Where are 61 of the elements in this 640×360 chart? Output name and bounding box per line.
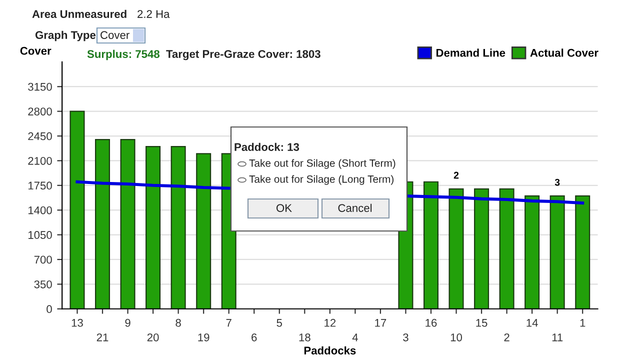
annotation: 3 bbox=[554, 178, 560, 186]
text: Surplus: 7548 bbox=[87, 50, 160, 60]
y-tick-label: 2450 bbox=[28, 132, 52, 140]
x-tick-label: 1 bbox=[580, 319, 586, 327]
x-axis-title: Paddocks bbox=[304, 346, 356, 354]
x-tick-label: 10 bbox=[450, 333, 462, 342]
x-tick-label: 3 bbox=[403, 333, 408, 342]
bar bbox=[499, 188, 514, 309]
text: 2.2 Ha bbox=[138, 10, 170, 18]
y-tick-label: 350 bbox=[34, 280, 52, 288]
y-tick-label: 2100 bbox=[28, 156, 52, 165]
x-tick-label: 9 bbox=[125, 318, 130, 327]
annotation: Paddock: 13 bbox=[234, 142, 300, 151]
y-tick-label: 1050 bbox=[28, 231, 52, 239]
text: Area Unmeasured bbox=[32, 10, 126, 18]
y-tick-label: 700 bbox=[34, 256, 52, 264]
text: Target Pre-Graze Cover: 1803 bbox=[166, 50, 320, 60]
annotation: OK bbox=[276, 204, 292, 212]
annotation: Take out for Silage (Short Term) bbox=[249, 159, 396, 169]
annotation: Cancel bbox=[338, 204, 372, 212]
legend-label: Demand Line bbox=[436, 48, 506, 57]
x-tick-label: 13 bbox=[72, 318, 83, 327]
y-tick-label: 1750 bbox=[28, 182, 52, 190]
y-tick-label: 3150 bbox=[28, 82, 52, 91]
bar bbox=[524, 195, 540, 309]
bar bbox=[423, 181, 438, 309]
annotation: Take out for Silage (Long Term) bbox=[249, 175, 394, 185]
x-tick-label: 5 bbox=[276, 319, 282, 327]
x-tick-label: 11 bbox=[552, 334, 563, 342]
y-tick-label: 1400 bbox=[28, 206, 52, 214]
x-tick-label: 2 bbox=[504, 333, 510, 342]
bar bbox=[95, 138, 110, 309]
x-tick-label: 17 bbox=[375, 319, 386, 327]
x-tick-label: 12 bbox=[324, 318, 336, 327]
x-tick-label: 20 bbox=[147, 333, 159, 342]
bar bbox=[575, 195, 590, 309]
bar bbox=[550, 195, 565, 309]
bar bbox=[120, 138, 136, 309]
x-tick-label: 19 bbox=[198, 333, 210, 342]
x-tick-label: 4 bbox=[352, 334, 358, 342]
x-tick-label: 14 bbox=[526, 319, 538, 327]
text: Graph Type bbox=[35, 30, 96, 42]
x-tick-label: 8 bbox=[176, 318, 181, 327]
bar bbox=[170, 146, 186, 309]
legend-label: Actual Cover bbox=[530, 48, 598, 57]
x-tick-label: 7 bbox=[226, 319, 232, 327]
bar bbox=[474, 188, 490, 309]
x-tick-label: 18 bbox=[299, 333, 310, 342]
y-tick-label: 0 bbox=[46, 305, 52, 314]
y-axis-title: Cover bbox=[20, 46, 52, 55]
y-tick-label: 2800 bbox=[28, 108, 52, 116]
bar bbox=[196, 153, 212, 309]
annotation: 2 bbox=[454, 172, 459, 179]
x-tick-label: 6 bbox=[252, 333, 257, 342]
text: Cover bbox=[100, 31, 130, 39]
x-tick-label: 15 bbox=[476, 319, 488, 327]
x-tick-label: 21 bbox=[96, 333, 108, 342]
bar bbox=[70, 110, 85, 309]
x-tick-label: 16 bbox=[426, 318, 437, 327]
bar bbox=[448, 188, 464, 309]
bar bbox=[146, 146, 161, 309]
